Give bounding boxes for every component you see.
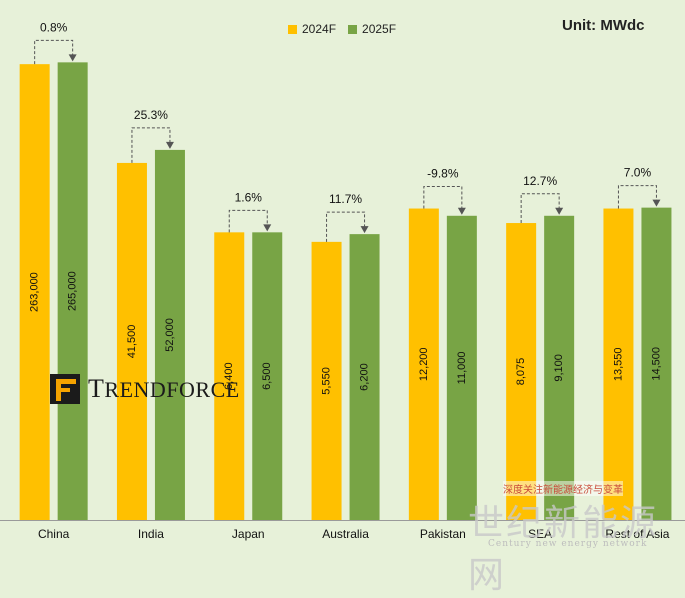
growth-arrow-icon-india (165, 141, 174, 149)
unit-label: Unit: MWdc (562, 17, 645, 34)
growth-connector-sea (520, 193, 560, 224)
legend-item-2025: 2025F (348, 22, 396, 36)
category-label-rest-of-asia: Rest of Asia (605, 527, 669, 541)
growth-connector-pakistan (423, 186, 463, 210)
growth-label-rest-of-asia: 7.0% (624, 166, 652, 180)
bar-2024F-china (19, 64, 50, 520)
data-label-2025F-china: 265,000 (67, 271, 79, 311)
bar-2025F-china (57, 62, 88, 521)
bar-2024F-japan (214, 232, 245, 520)
growth-arrow-icon-china (68, 54, 77, 62)
legend-label-2025: 2025F (362, 22, 397, 36)
growth-connector-china (34, 39, 74, 65)
growth-label-pakistan: -9.8% (427, 167, 459, 181)
legend-swatch-2024 (288, 24, 297, 34)
growth-connector-rest-of-asia (617, 185, 657, 209)
category-label-sea: SEA (528, 527, 552, 541)
data-label-2024F-india: 41,500 (126, 325, 138, 359)
growth-connector-australia (326, 211, 366, 242)
data-label-2024F-australia: 5,550 (320, 367, 332, 395)
data-label-2025F-rest-of-asia: 14,500 (650, 347, 662, 381)
growth-arrow-icon-japan (263, 224, 272, 232)
legend-label-2024: 2024F (302, 22, 337, 36)
watermark-subtitle: Century new energy network (488, 539, 648, 549)
growth-label-sea: 12.7% (523, 174, 557, 188)
data-label-2024F-japan: 6,400 (223, 362, 235, 390)
legend: 2024F 2025F (288, 22, 408, 36)
data-label-2025F-australia: 6,200 (358, 363, 370, 391)
bar-2025F-india (154, 149, 185, 520)
growth-label-india: 25.3% (134, 108, 168, 122)
bar-2025F-japan (252, 232, 283, 520)
bar-2024F-india (116, 162, 147, 521)
category-label-australia: Australia (322, 527, 369, 541)
bar-2025F-pakistan (446, 215, 477, 520)
category-label-japan: Japan (232, 527, 265, 541)
growth-arrow-icon-pakistan (457, 207, 466, 215)
data-label-2025F-pakistan: 11,000 (456, 351, 468, 384)
growth-label-china: 0.8% (40, 20, 68, 34)
bar-2025F-sea (544, 215, 575, 520)
legend-swatch-2025 (348, 24, 358, 34)
growth-arrow-icon-australia (360, 226, 369, 234)
data-label-2025F-india: 52,000 (164, 318, 176, 352)
bar-2025F-australia (349, 234, 380, 520)
bar-2024F-pakistan (408, 208, 439, 520)
data-label-2024F-rest-of-asia: 13,550 (612, 347, 624, 381)
bar-2024F-sea (506, 223, 537, 520)
data-label-2025F-sea: 9,100 (553, 354, 565, 382)
bar-2024F-australia (311, 241, 342, 520)
legend-item-2024: 2024F (288, 22, 336, 36)
category-label-india: India (138, 527, 164, 541)
trendforce-logo: TRENDFORCE (50, 374, 240, 404)
data-label-2024F-china: 263,000 (29, 272, 41, 312)
data-label-2024F-sea: 8,075 (515, 358, 527, 386)
bar-chart: 263,000 265,000 0.8% China 41,500 52,000 25.3%… (0, 20, 685, 541)
watermark-tagline: 深度关注新能源经济与变革 (503, 481, 623, 496)
category-label-china: China (38, 527, 70, 541)
growth-label-australia: 11.7% (329, 192, 362, 206)
growth-connector-india (131, 127, 171, 163)
data-label-2025F-japan: 6,500 (261, 362, 273, 390)
bar-2024F-rest-of-asia (603, 208, 634, 520)
growth-connector-japan (228, 209, 268, 233)
trendforce-logo-text: TRENDFORCE (88, 374, 240, 403)
category-label-pakistan: Pakistan (420, 527, 466, 541)
trendforce-logo-mark (50, 374, 80, 404)
bar-2025F-rest-of-asia (641, 207, 672, 520)
growth-arrow-icon-sea (555, 207, 564, 215)
data-label-2024F-pakistan: 12,200 (418, 347, 430, 381)
growth-label-japan: 1.6% (235, 190, 263, 204)
growth-arrow-icon-rest-of-asia (652, 199, 661, 207)
